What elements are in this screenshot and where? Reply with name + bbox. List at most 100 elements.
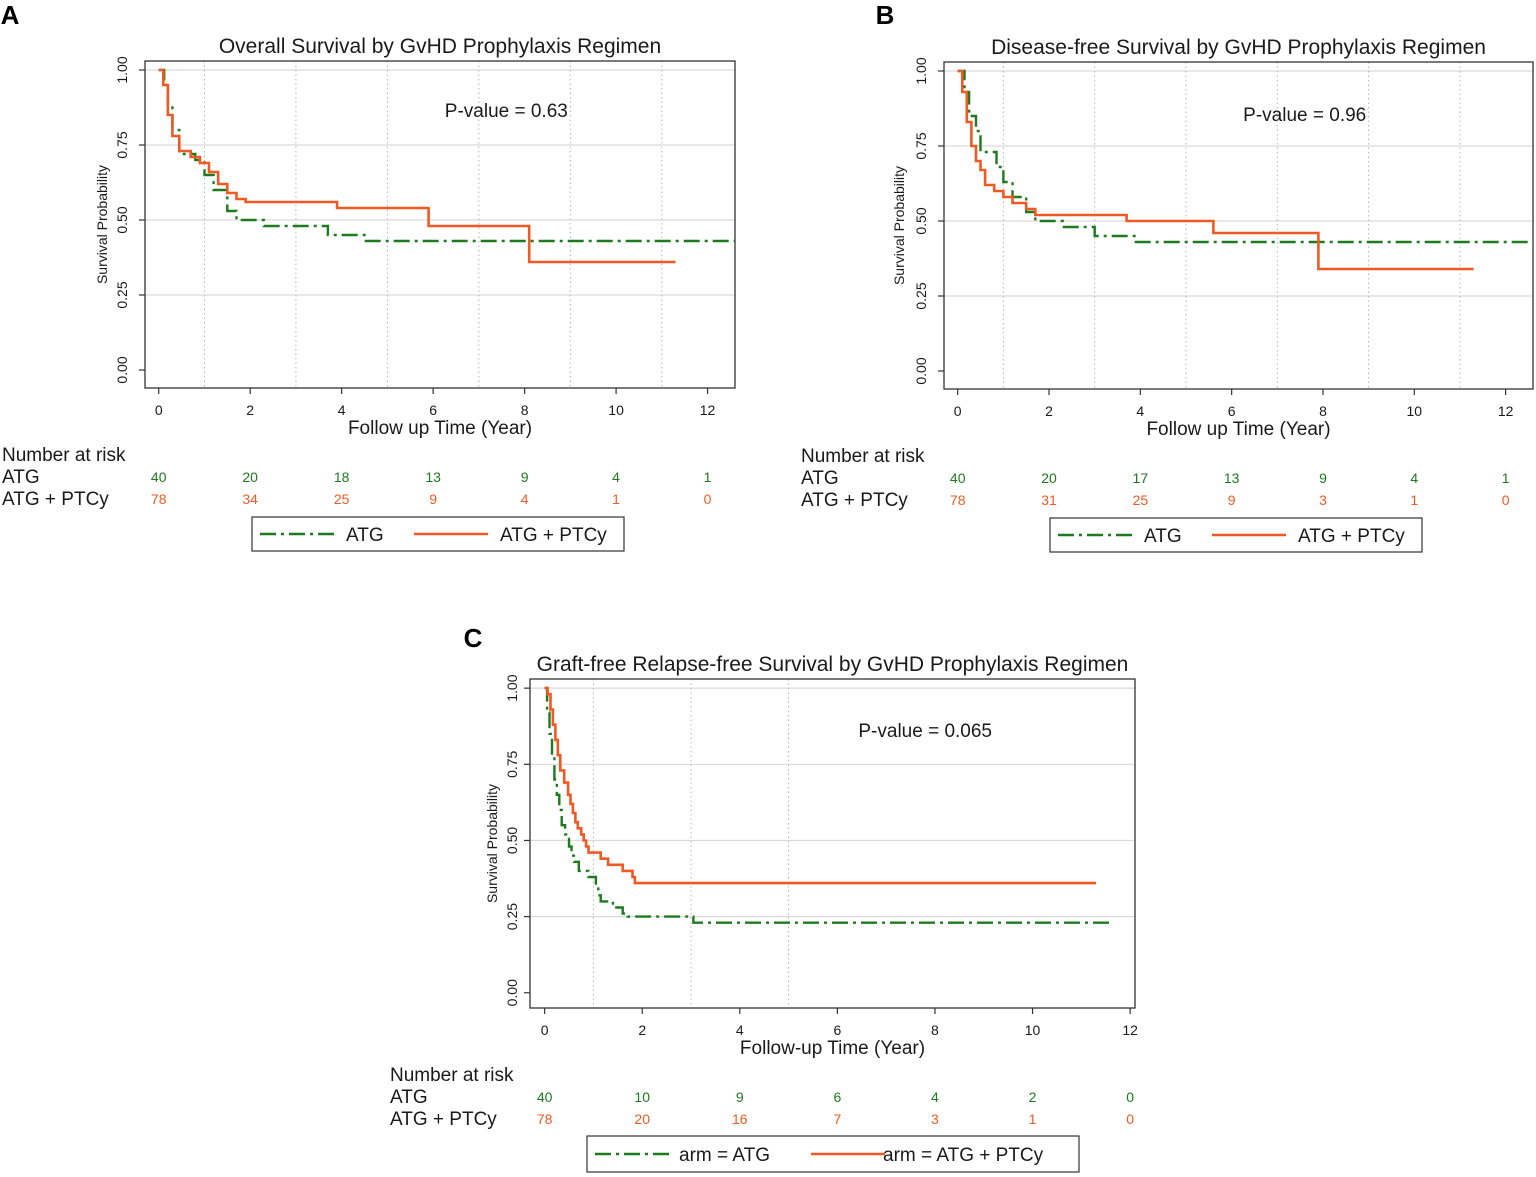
- y-axis-label: Survival Probability: [891, 166, 907, 285]
- risk-row-label: ATG + PTCy: [801, 490, 908, 511]
- risk-count: 3: [931, 1111, 939, 1127]
- survival-curve-atg: [957, 69, 1533, 244]
- x-tick-label: 2: [638, 1022, 646, 1038]
- y-axis-label: Survival Probability: [94, 165, 110, 284]
- x-tick-label: 0: [155, 402, 163, 418]
- risk-count: 9: [429, 491, 437, 507]
- panel-c: C Graft-free Relapse-free Survival by GvH…: [390, 623, 1138, 1173]
- legend-label-atg: ATG: [346, 525, 384, 546]
- plot-frame: [943, 61, 1534, 390]
- y-tick-label: 0.50: [114, 206, 130, 233]
- y-tick-label: 0.75: [913, 132, 929, 159]
- y-tick-label: 1.00: [504, 674, 520, 701]
- risk-count: 20: [1041, 470, 1057, 486]
- risk-row-label: ATG: [801, 468, 839, 489]
- risk-count: 20: [634, 1111, 650, 1127]
- x-tick-label: 10: [1406, 403, 1422, 419]
- risk-count: 1: [1502, 470, 1510, 486]
- x-tick-label: 6: [1228, 403, 1236, 419]
- legend-label-atg: ATG: [1144, 526, 1182, 547]
- risk-count: 4: [931, 1089, 939, 1105]
- risk-row-label: ATG: [390, 1087, 428, 1108]
- risk-row-label: ATG + PTCy: [2, 489, 109, 510]
- risk-count: 9: [736, 1089, 744, 1105]
- risk-count: 78: [537, 1111, 553, 1127]
- panel-letter: B: [876, 0, 895, 30]
- x-tick-label: 8: [521, 402, 529, 418]
- risk-count: 40: [950, 470, 966, 486]
- y-tick-label: 0.25: [504, 903, 520, 930]
- risk-count: 9: [521, 469, 529, 485]
- risk-count: 40: [151, 469, 167, 485]
- risk-count: 1: [704, 469, 712, 485]
- risk-row-label: ATG + PTCy: [390, 1109, 497, 1130]
- risk-count: 78: [950, 492, 966, 508]
- risk-count: 0: [1502, 492, 1510, 508]
- x-tick-label: 8: [931, 1022, 939, 1038]
- p-value-annotation: P-value = 0.96: [1243, 105, 1366, 126]
- panel-b: B Disease-free Survival by GvHD Prophylax…: [801, 0, 1534, 553]
- legend-label-atg: arm = ATG: [679, 1145, 770, 1166]
- risk-count: 2: [1029, 1089, 1037, 1105]
- risk-count: 25: [334, 491, 350, 507]
- x-tick-label: 10: [608, 402, 624, 418]
- y-axis-label: Survival Probability: [484, 784, 500, 903]
- survival-curve-atg-ptcy: [957, 69, 1474, 271]
- risk-count: 31: [1041, 492, 1057, 508]
- x-tick-label: 6: [833, 1022, 841, 1038]
- risk-count: 9: [1228, 492, 1236, 508]
- y-tick-label: 1.00: [114, 56, 130, 83]
- risk-count: 4: [1410, 470, 1418, 486]
- risk-count: 25: [1133, 492, 1149, 508]
- p-value-annotation: P-value = 0.065: [858, 721, 992, 742]
- risk-count: 13: [1224, 470, 1240, 486]
- risk-count: 17: [1133, 470, 1149, 486]
- y-tick-label: 0.50: [913, 207, 929, 234]
- risk-count: 16: [732, 1111, 748, 1127]
- p-value-annotation: P-value = 0.63: [445, 101, 568, 122]
- plot-frame: [144, 60, 736, 389]
- risk-count: 10: [634, 1089, 650, 1105]
- risk-row-label: ATG: [2, 467, 40, 488]
- panel-letter: A: [1, 0, 20, 30]
- x-axis-label: Follow up Time (Year): [348, 418, 532, 439]
- risk-table-header: Number at risk: [390, 1065, 514, 1086]
- x-tick-label: 8: [1319, 403, 1327, 419]
- risk-count: 18: [334, 469, 350, 485]
- x-tick-label: 2: [246, 402, 254, 418]
- x-axis-label: Follow up Time (Year): [1146, 419, 1330, 440]
- x-tick-label: 0: [954, 403, 962, 419]
- risk-count: 40: [537, 1089, 553, 1105]
- survival-curve-atg: [158, 68, 735, 243]
- risk-count: 1: [612, 491, 620, 507]
- survival-curve-atg-ptcy: [544, 686, 1096, 885]
- risk-count: 9: [1319, 470, 1327, 486]
- chart-title: Overall Survival by GvHD Prophylaxis Reg…: [219, 35, 661, 58]
- x-tick-label: 4: [736, 1022, 744, 1038]
- risk-table-header: Number at risk: [2, 445, 126, 466]
- risk-count: 0: [1126, 1111, 1134, 1127]
- x-tick-label: 12: [700, 402, 716, 418]
- y-tick-label: 1.00: [913, 57, 929, 84]
- survival-curve-atg-ptcy: [158, 68, 676, 264]
- risk-count: 6: [833, 1089, 841, 1105]
- x-tick-label: 4: [1136, 403, 1144, 419]
- risk-count: 13: [425, 469, 441, 485]
- risk-count: 20: [242, 469, 258, 485]
- x-tick-label: 10: [1025, 1022, 1041, 1038]
- x-tick-label: 12: [1122, 1022, 1138, 1038]
- risk-count: 34: [242, 491, 258, 507]
- risk-count: 0: [704, 491, 712, 507]
- y-tick-label: 0.75: [504, 750, 520, 777]
- panel-letter: C: [464, 623, 483, 653]
- x-tick-label: 0: [541, 1022, 549, 1038]
- y-tick-label: 0.00: [913, 357, 929, 384]
- risk-count: 3: [1319, 492, 1327, 508]
- risk-table-header: Number at risk: [801, 446, 925, 467]
- y-tick-label: 0.75: [114, 131, 130, 158]
- legend-label-atg-ptcy: ATG + PTCy: [500, 525, 607, 546]
- y-tick-label: 0.00: [504, 979, 520, 1006]
- risk-count: 7: [833, 1111, 841, 1127]
- panel-a: A Overall Survival by GvHD Prophylaxis Re…: [1, 0, 736, 552]
